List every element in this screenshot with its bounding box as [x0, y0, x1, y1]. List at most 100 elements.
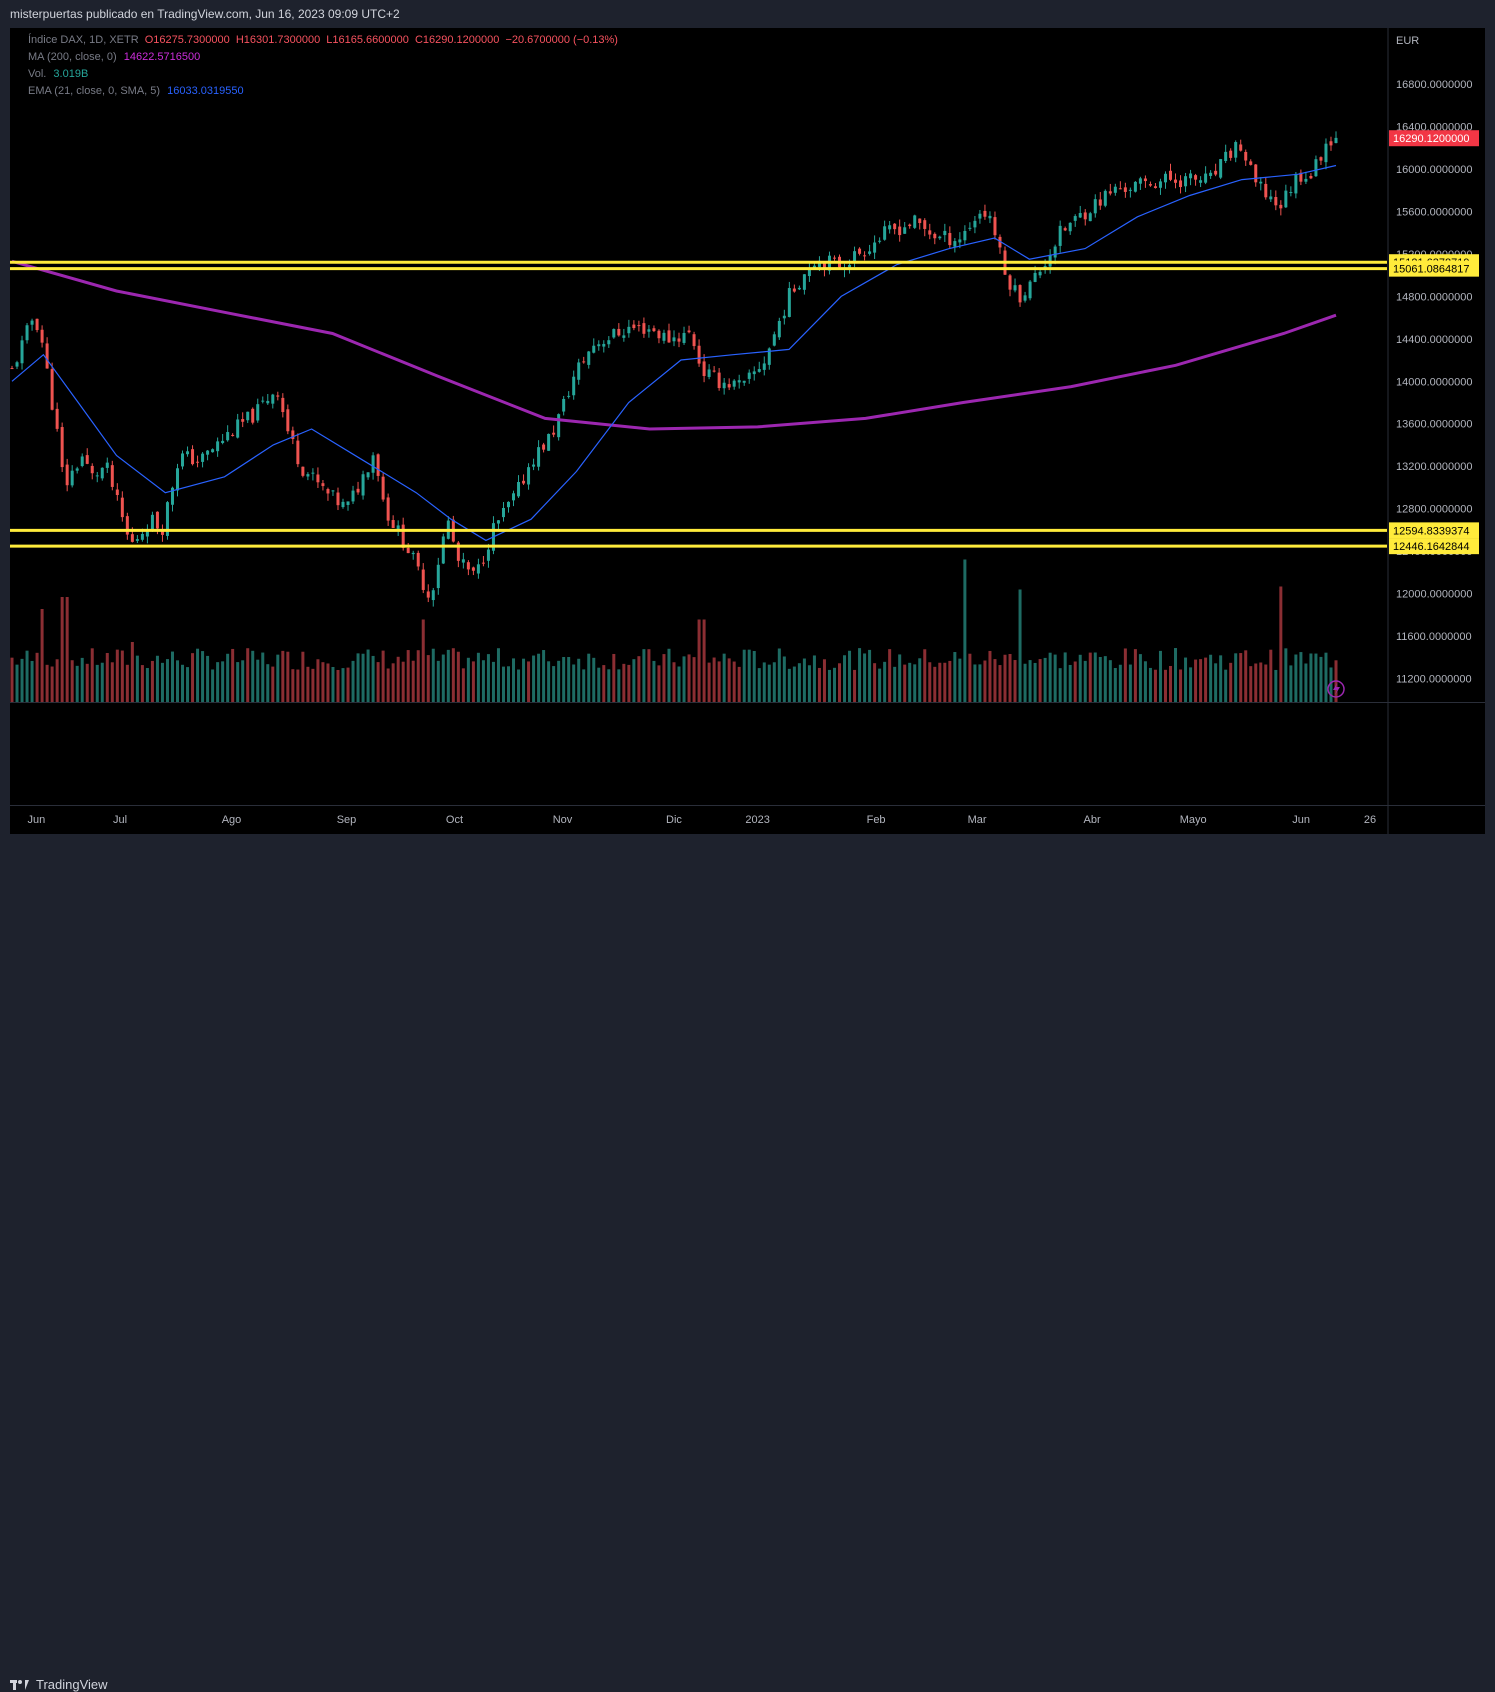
candle-body — [883, 226, 887, 240]
volume-bar — [1158, 650, 1162, 702]
volume-bar — [903, 664, 907, 702]
volume-bar — [145, 668, 149, 702]
candle-body — [196, 461, 200, 463]
volume-bar — [787, 668, 791, 702]
candle-body — [1088, 213, 1092, 222]
candle-body — [20, 340, 24, 364]
candle-body — [1254, 164, 1258, 183]
volume-bar — [35, 652, 39, 702]
volume-bar — [286, 651, 290, 702]
volume-bar — [60, 597, 64, 702]
candle-body — [978, 213, 982, 219]
candle-body — [717, 372, 721, 389]
volume-bar — [1063, 652, 1067, 702]
volume-bar — [883, 661, 887, 702]
volume-bar — [451, 648, 455, 702]
symbol-label: Índice DAX, 1D, XETR — [28, 34, 139, 46]
candle-body — [792, 288, 796, 292]
candle-body — [822, 263, 826, 270]
candle-body — [662, 332, 666, 341]
candle-body — [642, 323, 646, 334]
volume-bar — [602, 665, 606, 702]
chart-area[interactable]: EUR 16800.0000000 16400.0000000 16000.00000… — [10, 28, 1485, 834]
candle-body — [40, 329, 44, 343]
price-tick-label: 12800.0000000 — [1396, 504, 1472, 516]
volume-bar — [687, 654, 691, 702]
candle-body — [577, 362, 581, 380]
time-tick-label: Dic — [666, 814, 682, 826]
price-tick-label: 16000.0000000 — [1396, 164, 1472, 176]
candle-body — [311, 472, 315, 474]
volume-bar — [160, 662, 164, 702]
candles — [10, 131, 1338, 607]
volume-bar — [481, 660, 485, 702]
ma-legend[interactable]: MA (200, close, 0) 14622.5716500 — [28, 51, 200, 63]
candle-body — [60, 427, 64, 468]
time-tick-label: Abr — [1084, 814, 1101, 826]
ema-legend[interactable]: EMA (21, close, 0, SMA, 5) 16033.0319550 — [28, 85, 244, 97]
candle-body — [1219, 159, 1223, 178]
time-tick-label: Nov — [553, 814, 573, 826]
candle-body — [1169, 170, 1172, 180]
volume-bar — [401, 661, 405, 702]
candle-body — [186, 451, 190, 455]
candle-body — [552, 432, 556, 435]
brand[interactable]: TradingView — [10, 1677, 108, 1692]
volume-bar — [201, 651, 205, 702]
volume-bar — [110, 662, 114, 702]
candle-body — [607, 340, 611, 345]
volume-bar — [702, 619, 706, 702]
symbol-legend[interactable]: Índice DAX, 1D, XETR O16275.7300000 H163… — [28, 34, 618, 46]
volume-bar — [391, 663, 395, 702]
candle-body — [858, 248, 862, 254]
volume-bar — [1234, 653, 1238, 702]
volume-bar — [120, 650, 124, 702]
volume-bar — [1174, 648, 1178, 702]
volume-bar — [582, 669, 586, 702]
candle-body — [1324, 143, 1328, 163]
volume-bar — [266, 664, 270, 702]
currency-label: EUR — [1396, 35, 1419, 47]
candle-body — [261, 400, 265, 402]
volume-bar — [812, 655, 816, 702]
volume-bar — [1294, 654, 1298, 702]
volume-bar — [642, 649, 646, 702]
candle-body — [85, 455, 89, 464]
candle-body — [817, 260, 821, 268]
volume-bar — [863, 653, 867, 702]
volume-bar — [878, 668, 882, 702]
time-tick-label: 2023 — [745, 814, 769, 826]
candle-body — [1123, 187, 1127, 192]
volume-bar — [421, 619, 425, 702]
volume-bar — [607, 669, 611, 702]
volume-bar — [476, 652, 480, 702]
candle-body — [762, 363, 766, 370]
volume-bar — [507, 666, 510, 702]
candle-body — [923, 220, 927, 229]
volume-bar — [822, 659, 826, 702]
volume-bar — [216, 662, 220, 702]
candle-body — [155, 511, 159, 529]
candle-body — [1249, 161, 1253, 165]
candle-body — [898, 226, 902, 236]
volume-bar — [918, 658, 922, 702]
volume-bar — [371, 655, 375, 702]
volume-bar — [732, 661, 736, 702]
price-chart[interactable]: EUR16800.000000016400.000000016000.00000… — [10, 28, 1485, 834]
volume-bar — [471, 661, 475, 702]
candle-body — [712, 370, 716, 372]
ma-value: 14622.5716500 — [123, 51, 201, 63]
candle-body — [501, 507, 505, 518]
candle-body — [1038, 271, 1042, 276]
volume-bar — [657, 665, 661, 702]
candle-body — [481, 562, 485, 564]
volume-bar — [15, 664, 19, 702]
volume-bar — [351, 660, 355, 702]
volume-bar — [246, 648, 250, 702]
volume-bar — [191, 653, 195, 702]
candle-body — [667, 330, 671, 343]
volume-bar — [441, 654, 445, 702]
vol-legend[interactable]: Vol. 3.019B — [28, 68, 88, 80]
candle-body — [376, 454, 380, 476]
candle-body — [1078, 213, 1082, 218]
